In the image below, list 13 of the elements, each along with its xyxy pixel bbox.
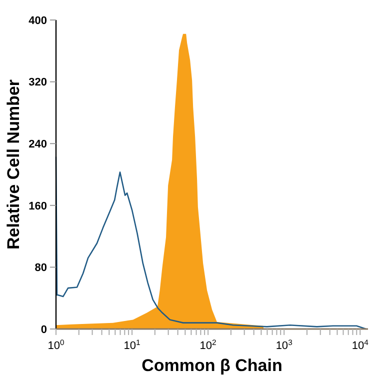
x-tick-label: 10$^{3}$: [276, 338, 292, 352]
y-tick-label: 160: [28, 200, 47, 212]
x-tick-label: 10$^{1}$: [124, 338, 140, 352]
y-tick-label: 400: [28, 14, 47, 27]
x-tick-label: 10$^{4}$: [352, 338, 370, 352]
y-tick-label: 0: [40, 324, 47, 336]
x-axis-title: Common β Chain: [142, 356, 282, 375]
y-axis-title: Relative Cell Number: [4, 79, 23, 250]
x-tick-label: 10$^{2}$: [200, 338, 216, 352]
y-tick-label: 320: [28, 76, 47, 89]
y-tick-label: 80: [34, 262, 47, 274]
x-tick-label: 10$^{0}$: [48, 338, 64, 352]
y-tick-label: 240: [28, 138, 47, 150]
